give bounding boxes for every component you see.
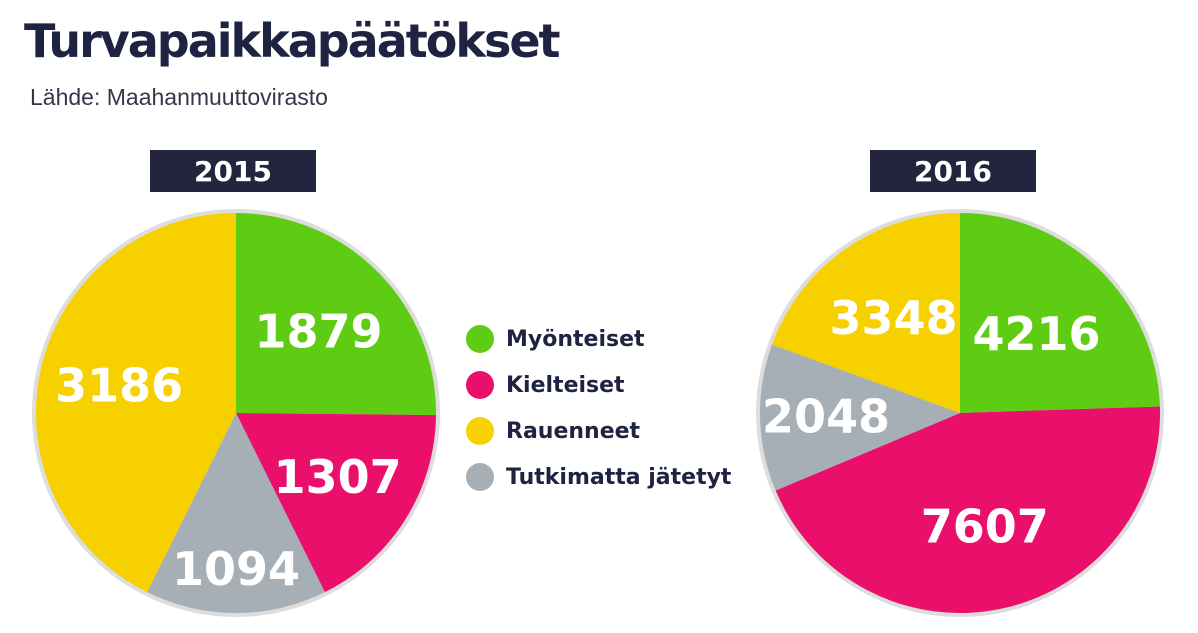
slice-value-label: 3186	[55, 359, 183, 413]
slice-value-label: 1307	[274, 450, 402, 504]
legend-dot-icon	[466, 463, 494, 491]
slice-value-label: 7607	[921, 499, 1049, 553]
slice-value-label: 2048	[762, 389, 890, 443]
year-badge-2015: 2015	[150, 150, 316, 192]
pie-slice-kielteiset	[236, 413, 436, 593]
legend-dot-icon	[466, 325, 494, 353]
pie-slice-my-nteiset	[236, 213, 436, 416]
legend-item-myonteiset: Myönteiset	[466, 316, 731, 362]
legend-dot-icon	[466, 417, 494, 445]
pie-slice-kielteiset	[775, 406, 1161, 614]
legend-item-kielteiset: Kielteiset	[466, 362, 731, 408]
legend: Myönteiset Kielteiset Rauenneet Tutkimat…	[466, 316, 731, 500]
pie-slice-rauenneet	[772, 213, 960, 413]
legend-item-rauenneet: Rauenneet	[466, 408, 731, 454]
chart-title: Turvapaikkapäätökset	[24, 14, 561, 68]
legend-dot-icon	[466, 371, 494, 399]
pie-slice-tutkimatta-j-tetyt	[759, 344, 960, 491]
slice-value-label: 1094	[172, 542, 300, 596]
legend-label: Kielteiset	[506, 372, 625, 398]
legend-item-tutkimatta: Tutkimatta jätetyt	[466, 454, 731, 500]
pie-chart-2015: 1879 1307 1094 3186	[32, 209, 440, 617]
legend-label: Rauenneet	[506, 418, 641, 444]
source-note: Lähde: Maahanmuuttovirasto	[30, 84, 328, 110]
pie-chart-2016: 4216 7607 2048 3348	[756, 209, 1164, 617]
slice-value-label: 3348	[829, 291, 957, 345]
legend-label: Tutkimatta jätetyt	[506, 464, 732, 490]
pie-slice-rauenneet	[36, 213, 236, 593]
slice-value-label: 1879	[254, 304, 382, 358]
year-badge-2016: 2016	[870, 150, 1036, 192]
pie-slice-tutkimatta-j-tetyt	[147, 413, 325, 614]
legend-label: Myönteiset	[506, 326, 645, 352]
slice-value-label: 4216	[972, 307, 1100, 361]
pie-slice-my-nteiset	[960, 213, 1160, 413]
